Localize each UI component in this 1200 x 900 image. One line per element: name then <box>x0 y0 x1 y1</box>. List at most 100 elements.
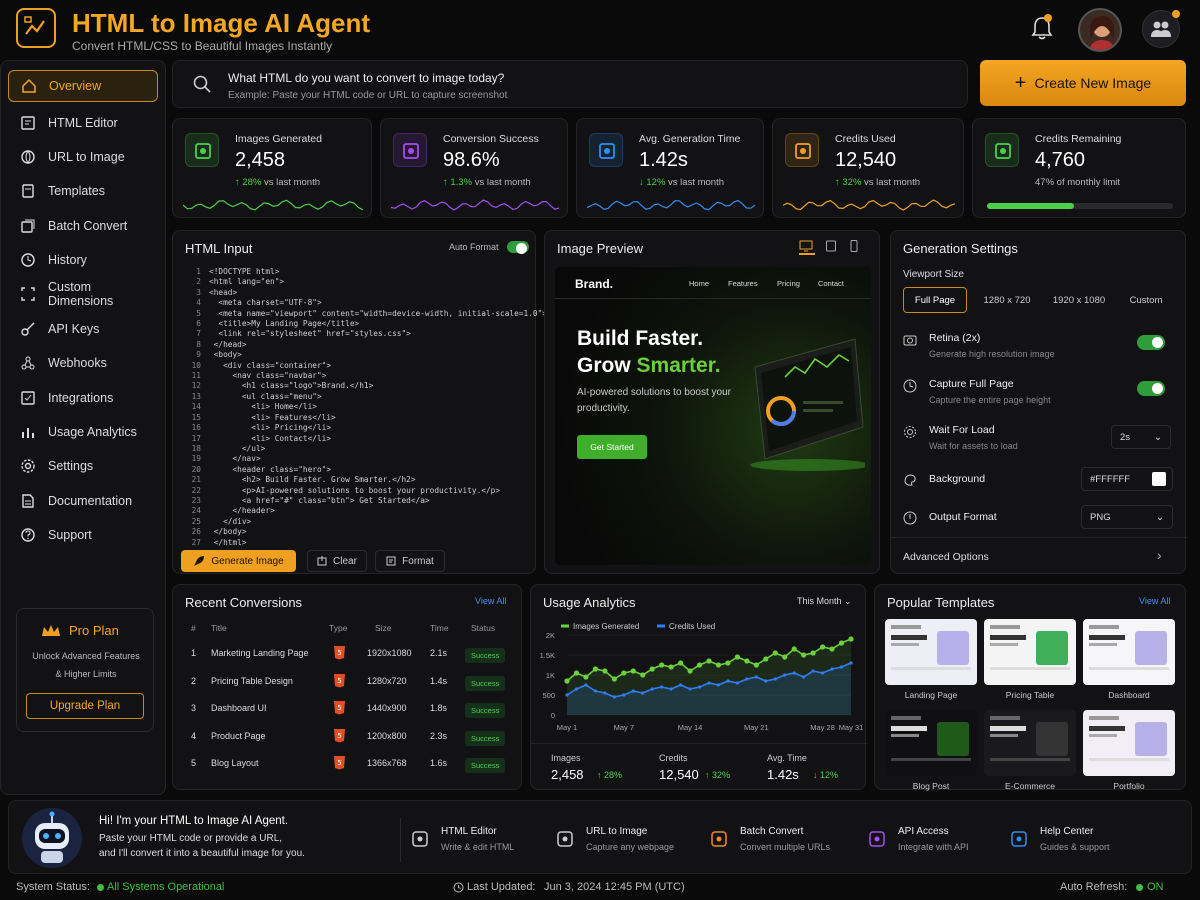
quick-action-url-to-image[interactable]: URL to Image Capture any webpage <box>546 818 692 862</box>
sidebar-item-webhooks[interactable]: Webhooks <box>8 347 158 379</box>
full-page-toggle[interactable] <box>1137 381 1165 396</box>
table-row[interactable]: 2 Pricing Table Design 5 1280x720 1.4s Succes… <box>173 668 523 695</box>
data-point <box>810 650 816 656</box>
search-bar[interactable]: What HTML do you want to convert to imag… <box>172 60 968 108</box>
template-card-portfolio[interactable] <box>1083 710 1175 776</box>
user-avatar[interactable] <box>1078 8 1122 52</box>
col-header-size: Size <box>375 623 392 633</box>
sidebar-item-custom-dimensions[interactable]: Custom Dimensions <box>8 278 158 310</box>
row-number: 5 <box>191 758 197 769</box>
sidebar-item-label: Settings <box>48 459 94 473</box>
sidebar-item-api-keys[interactable]: API Keys <box>8 313 158 345</box>
row-title: Product Page <box>211 730 266 741</box>
mobile-view-icon[interactable] <box>849 239 859 257</box>
viewport-1280x720[interactable]: 1280 x 720 <box>983 294 1031 306</box>
retina-toggle[interactable] <box>1137 335 1165 350</box>
gear-icon <box>21 459 35 473</box>
code-text: <li> Home</li> <box>209 402 317 412</box>
wait-sub: Wait for assets to load <box>929 441 1018 451</box>
sparkline <box>183 199 363 211</box>
credits-progress-fill <box>987 203 1075 209</box>
sidebar-item-overview[interactable]: Overview <box>8 70 158 102</box>
table-row[interactable]: 1 Marketing Landing Page 5 1920x1080 2.1s Suc… <box>173 640 523 667</box>
format-button[interactable]: Format <box>375 550 445 572</box>
y-tick-label: 0 <box>551 711 555 720</box>
sidebar-item-url-to-image[interactable]: URL to Image <box>8 141 158 173</box>
data-point <box>687 668 693 674</box>
col-header-number: # <box>191 623 196 633</box>
stat-card-conversion-success: Conversion Success 98.6% ↑ 1.3% vs last mo… <box>380 118 568 218</box>
period-select[interactable]: This Month ⌄ <box>797 596 852 606</box>
tablet-view-icon[interactable] <box>825 239 837 257</box>
preview-headline-2: Grow Smarter. <box>577 354 721 377</box>
templates-view-all-link[interactable]: View All <box>1139 596 1171 606</box>
html-input-panel: HTML Input Auto Format 1 <!DOCTYPE html> 2… <box>172 230 547 574</box>
data-point <box>839 665 844 669</box>
background-input[interactable]: #FFFFFF <box>1081 467 1173 491</box>
quick-action-title: HTML Editor <box>441 826 497 837</box>
clear-button[interactable]: Clear <box>307 550 367 572</box>
sidebar-item-history[interactable]: History <box>8 244 158 276</box>
sidebar-item-support[interactable]: Support <box>8 519 158 551</box>
viewport-custom[interactable]: Custom <box>1129 294 1163 306</box>
status-badge: Success <box>465 730 506 746</box>
quick-action-title: Batch Convert <box>740 826 804 837</box>
search-question: What HTML do you want to convert to imag… <box>228 71 505 85</box>
wait-select[interactable]: 2s ⌄ <box>1111 425 1171 449</box>
background-title: Background <box>929 473 986 485</box>
code-text: <ul class="menu"> <box>209 391 322 401</box>
search-placeholder[interactable]: Example: Paste your HTML code or URL to … <box>228 90 508 101</box>
chevron-down-icon: ⌄ <box>1156 511 1164 523</box>
upgrade-plan-button[interactable]: Upgrade Plan <box>26 693 144 719</box>
code-line: 12 <h1 class="logo">Brand.</h1> <box>185 381 547 391</box>
battery-icon <box>985 133 1019 167</box>
x-tick-label: May 21 <box>744 723 769 732</box>
desktop-view-icon[interactable] <box>799 239 815 255</box>
auto-refresh-value[interactable]: ON <box>1147 881 1164 893</box>
html5-icon: 5 <box>333 700 346 717</box>
sidebar-item-documentation[interactable]: Documentation <box>8 485 158 517</box>
viewport-full-page[interactable]: Full Page <box>903 287 967 313</box>
sidebar-item-templates[interactable]: Templates <box>8 175 158 207</box>
template-card-landing-page[interactable] <box>885 619 977 685</box>
advanced-options-link[interactable]: Advanced Options <box>903 551 989 563</box>
html-code-editor[interactable]: 1 <!DOCTYPE html> 2 <html lang="en"> 3 <head>… <box>185 267 547 548</box>
chevron-right-icon[interactable]: › <box>1157 547 1162 563</box>
team-users-icon[interactable] <box>1142 10 1180 48</box>
template-card-blog-post[interactable] <box>885 710 977 776</box>
data-point <box>583 674 589 680</box>
template-card-e-commerce[interactable] <box>984 710 1076 776</box>
template-card-pricing-table[interactable] <box>984 619 1076 685</box>
image-icon <box>185 133 219 167</box>
code-line: 8 </head> <box>185 340 547 350</box>
create-new-image-button[interactable]: + Create New Image <box>980 60 1186 106</box>
quick-action-html-editor[interactable]: HTML Editor Write & edit HTML <box>400 818 546 862</box>
quick-action-help-center[interactable]: Help Center Guides & support <box>1000 818 1140 862</box>
template-thumbnail <box>990 625 1070 670</box>
last-updated-value: Jun 3, 2024 12:45 PM (UTC) <box>544 881 685 893</box>
line-number: 20 <box>191 464 201 474</box>
sidebar-item-batch-convert[interactable]: Batch Convert <box>8 210 158 242</box>
viewport-1920x1080[interactable]: 1920 x 1080 <box>1052 294 1106 306</box>
data-point <box>612 695 616 699</box>
quick-action-batch-convert[interactable]: Batch Convert Convert multiple URLs <box>700 818 846 862</box>
sidebar-item-usage-analytics[interactable]: Usage Analytics <box>8 416 158 448</box>
table-row[interactable]: 3 Dashboard UI 5 1440x900 1.8s Success <box>173 695 523 722</box>
generate-image-button[interactable]: Generate Image <box>181 550 296 572</box>
table-row[interactable]: 5 Blog Layout 5 1366x768 1.6s Success <box>173 750 523 777</box>
table-row[interactable]: 4 Product Page 5 1200x800 2.3s Success <box>173 723 523 750</box>
ai-agent-bar: Hi! I'm your HTML to Image AI Agent. Pas… <box>8 800 1192 874</box>
stat-change-value: 47% <box>1035 177 1055 188</box>
editor-icon <box>21 116 35 130</box>
data-point <box>821 671 825 675</box>
quick-action-api-access[interactable]: API Access Integrate with API <box>858 818 1004 862</box>
sidebar-item-html-editor[interactable]: HTML Editor <box>8 107 158 139</box>
template-thumbnail <box>891 625 971 670</box>
output-format-select[interactable]: PNG ⌄ <box>1081 505 1173 529</box>
template-card-dashboard[interactable] <box>1083 619 1175 685</box>
recent-view-all-link[interactable]: View All <box>475 596 507 606</box>
format-label: Format <box>402 555 434 567</box>
sidebar-item-integrations[interactable]: Integrations <box>8 382 158 414</box>
sidebar-item-settings[interactable]: Settings <box>8 450 158 482</box>
auto-format-toggle[interactable] <box>507 241 529 254</box>
